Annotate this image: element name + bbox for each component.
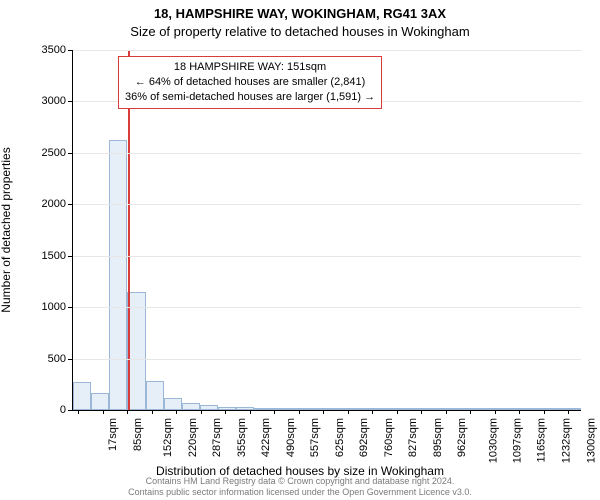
y-tick-label: 1000	[26, 301, 66, 313]
histogram-bar	[563, 408, 581, 410]
x-tick-mark	[176, 410, 177, 414]
histogram-bar	[73, 382, 91, 410]
histogram-bar	[254, 408, 272, 410]
y-tick-mark	[68, 50, 72, 51]
x-tick-label: 962sqm	[456, 418, 468, 457]
x-tick-label: 17sqm	[107, 418, 119, 451]
y-tick-mark	[68, 307, 72, 308]
y-tick-label: 2500	[26, 147, 66, 159]
grid-line	[73, 359, 581, 360]
y-tick-mark	[68, 204, 72, 205]
x-tick-label: 827sqm	[407, 418, 419, 457]
histogram-bar	[164, 398, 182, 410]
histogram-bar	[236, 407, 254, 410]
annotation-line2: ← 64% of detached houses are smaller (2,…	[125, 75, 375, 90]
histogram-bar	[527, 408, 545, 410]
x-tick-mark	[470, 410, 471, 414]
footer-line1: Contains HM Land Registry data © Crown c…	[8, 476, 592, 487]
histogram-bar	[182, 403, 200, 410]
x-tick-mark	[127, 410, 128, 414]
x-tick-mark	[544, 410, 545, 414]
x-tick-mark	[519, 410, 520, 414]
x-tick-label: 625sqm	[334, 418, 346, 457]
histogram-bar	[472, 408, 490, 410]
chart-container: 18, HAMPSHIRE WAY, WOKINGHAM, RG41 3AX S…	[0, 0, 600, 500]
x-tick-mark	[152, 410, 153, 414]
x-tick-mark	[274, 410, 275, 414]
x-tick-label: 287sqm	[211, 418, 223, 457]
histogram-bar	[490, 408, 508, 410]
x-tick-label: 220sqm	[187, 418, 199, 457]
histogram-bar	[146, 381, 164, 410]
x-tick-mark	[250, 410, 251, 414]
x-tick-label: 1097sqm	[511, 418, 523, 463]
annotation-line1: 18 HAMPSHIRE WAY: 151sqm	[125, 60, 375, 75]
x-tick-label: 760sqm	[383, 418, 395, 457]
y-tick-label: 3500	[26, 44, 66, 56]
x-tick-mark	[446, 410, 447, 414]
y-tick-label: 0	[26, 404, 66, 416]
histogram-bar	[109, 140, 127, 411]
x-tick-mark	[201, 410, 202, 414]
y-tick-mark	[68, 101, 72, 102]
x-tick-mark	[78, 410, 79, 414]
x-tick-mark	[103, 410, 104, 414]
x-tick-label: 85sqm	[132, 418, 144, 451]
x-tick-label: 152sqm	[162, 418, 174, 457]
grid-line	[73, 204, 581, 205]
x-tick-label: 557sqm	[309, 418, 321, 457]
histogram-bar	[327, 408, 345, 410]
x-tick-mark	[421, 410, 422, 414]
footer-attribution: Contains HM Land Registry data © Crown c…	[0, 476, 600, 500]
x-tick-mark	[299, 410, 300, 414]
x-tick-label: 422sqm	[260, 418, 272, 457]
grid-line	[73, 256, 581, 257]
y-tick-label: 1500	[26, 250, 66, 262]
x-tick-label: 1232sqm	[560, 418, 572, 463]
histogram-bar	[400, 408, 418, 410]
grid-line	[73, 50, 581, 51]
annotation-box: 18 HAMPSHIRE WAY: 151sqm ← 64% of detach…	[118, 56, 382, 109]
y-tick-label: 3000	[26, 95, 66, 107]
histogram-bar	[218, 407, 236, 410]
x-tick-mark	[372, 410, 373, 414]
grid-line	[73, 307, 581, 308]
x-tick-label: 1165sqm	[535, 418, 547, 462]
y-axis-label: Number of detached properties	[0, 147, 13, 312]
x-tick-mark	[397, 410, 398, 414]
histogram-bar	[91, 393, 109, 410]
histogram-bar	[309, 408, 327, 410]
histogram-bar	[273, 408, 291, 410]
histogram-bar	[508, 408, 526, 410]
y-tick-label: 2000	[26, 198, 66, 210]
x-tick-label: 1030sqm	[487, 418, 499, 463]
page-subtitle: Size of property relative to detached ho…	[0, 24, 600, 39]
histogram-bar	[127, 292, 145, 410]
x-tick-label: 490sqm	[285, 418, 297, 457]
x-tick-mark	[348, 410, 349, 414]
x-tick-mark	[495, 410, 496, 414]
x-tick-label: 1300sqm	[585, 418, 597, 463]
y-tick-mark	[68, 153, 72, 154]
x-tick-label: 355sqm	[236, 418, 248, 457]
footer-line2: Contains public sector information licen…	[8, 487, 592, 498]
y-tick-mark	[68, 256, 72, 257]
histogram-bar	[200, 405, 218, 410]
histogram-bar	[545, 408, 563, 410]
annotation-line3: 36% of semi-detached houses are larger (…	[125, 90, 375, 105]
y-tick-mark	[68, 410, 72, 411]
x-tick-label: 692sqm	[358, 418, 370, 457]
y-tick-label: 500	[26, 353, 66, 365]
x-tick-label: 895sqm	[432, 418, 444, 457]
x-tick-mark	[568, 410, 569, 414]
x-tick-mark	[323, 410, 324, 414]
x-tick-mark	[225, 410, 226, 414]
page-title: 18, HAMPSHIRE WAY, WOKINGHAM, RG41 3AX	[0, 6, 600, 21]
y-tick-mark	[68, 359, 72, 360]
grid-line	[73, 153, 581, 154]
